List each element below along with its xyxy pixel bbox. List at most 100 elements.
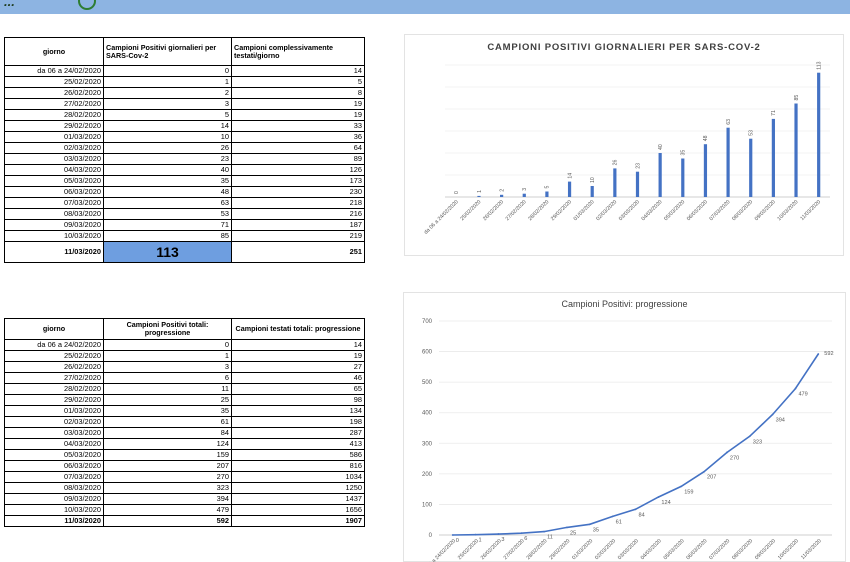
x-tick-label: 10/03/2020 [777, 538, 800, 561]
day-cell: 28/02/2020 [4, 109, 104, 121]
table-row: 09/03/2020 71 187 [4, 219, 365, 231]
table-row: 06/03/2020 207 816 [4, 460, 365, 472]
y-tick-label: 400 [422, 411, 433, 417]
day-cell: 06/03/2020 [4, 460, 104, 472]
positives-cell: 53 [103, 208, 232, 220]
tested-cell: 1656 [231, 504, 365, 516]
positives-cell: 270 [103, 471, 232, 483]
positives-cell: 63 [103, 197, 232, 209]
day-cell: 05/03/2020 [4, 449, 104, 461]
day-cell: 01/03/2020 [4, 131, 104, 143]
data-label: 48 [703, 135, 709, 141]
table-row: 04/03/2020 124 413 [4, 438, 365, 450]
table-row: 10/03/2020 479 1656 [4, 504, 365, 516]
line-chart-plot: 0 100 200 300 400 500 600 700 0da 06 a 24/02/202… [421, 319, 834, 562]
x-tick-label: 29/02/2020 [550, 199, 573, 222]
x-tick-label: 03/03/2020 [617, 538, 640, 561]
y-tick-label: 600 [422, 350, 433, 356]
table-row: da 06 a 24/02/2020 0 14 [4, 65, 365, 77]
positives-cell: 71 [103, 219, 232, 231]
data-label: 85 [794, 95, 800, 101]
positives-cell: 2 [103, 87, 232, 99]
day-cell: 02/03/2020 [4, 142, 104, 154]
tested-cell: 19 [231, 350, 365, 362]
positives-cell: 40 [103, 164, 232, 176]
chart-title: Campioni Positivi: progressione [561, 299, 688, 309]
positives-cell: 5 [103, 109, 232, 121]
data-point [566, 526, 568, 529]
data-point [497, 533, 500, 535]
tested-cell: 134 [231, 405, 365, 417]
day-cell: 10/03/2020 [4, 504, 104, 516]
bar [635, 171, 640, 197]
x-tick-label: 01/03/2020 [571, 538, 594, 561]
column-header-day: giorno [4, 318, 104, 340]
data-label: 323 [753, 439, 762, 445]
table-row: 04/03/2020 40 126 [4, 164, 365, 176]
daily-positives-bar-chart: CAMPIONI POSITIVI GIORNALIERI PER SARS-C… [404, 34, 844, 256]
tested-cell: 33 [231, 120, 365, 132]
table-row: 02/03/2020 26 64 [4, 142, 365, 154]
positives-cell: 25 [103, 394, 232, 406]
table-row: 10/03/2020 85 219 [4, 230, 365, 242]
column-header-total-tested: Campioni testati totali: progressione [231, 318, 365, 340]
tested-cell: 27 [231, 361, 365, 373]
y-tick-label: 0 [429, 533, 433, 539]
positives-cell: 1 [103, 350, 232, 362]
day-cell: 04/03/2020 [4, 164, 104, 176]
x-tick-label: 27/02/2020 [505, 199, 528, 222]
y-tick-label: 500 [422, 380, 433, 386]
day-cell: 11/03/2020 [4, 515, 104, 527]
data-point [474, 533, 477, 536]
day-cell: 04/03/2020 [4, 438, 104, 450]
bar [749, 138, 753, 197]
tested-cell: 14 [231, 339, 365, 351]
day-cell: 26/02/2020 [4, 361, 104, 373]
positives-cell: 48 [103, 186, 232, 198]
tested-cell: 1437 [231, 493, 365, 505]
day-cell: 03/03/2020 [4, 427, 104, 439]
x-tick-label: 25/02/2020 [459, 199, 482, 222]
y-tick-label: 300 [422, 441, 433, 447]
day-cell: 08/03/2020 [4, 208, 104, 220]
data-label: 0 [456, 538, 459, 544]
x-tick-label: 29/02/2020 [548, 538, 571, 561]
day-cell: 29/02/2020 [4, 394, 104, 406]
table-row: 26/02/2020 3 27 [4, 361, 365, 373]
tested-cell: 230 [231, 186, 365, 198]
positives-cell: 35 [103, 405, 232, 417]
data-label: 124 [661, 500, 670, 506]
table-row: 26/02/2020 2 8 [4, 87, 365, 99]
tested-cell: 14 [231, 65, 365, 77]
bar [613, 168, 617, 197]
day-cell: 05/03/2020 [4, 175, 104, 187]
positives-cell: 3 [103, 361, 232, 373]
data-label: 0 [454, 191, 460, 194]
data-label: 35 [593, 527, 599, 533]
tested-cell: 173 [231, 175, 365, 187]
x-tick-label: 26/02/2020 [480, 538, 503, 561]
data-label: 25 [570, 530, 576, 536]
x-tick-label: 08/03/2020 [731, 538, 754, 561]
positives-cell: 84 [103, 427, 232, 439]
data-label: 26 [613, 160, 619, 166]
x-tick-label: da 06 a 24/02/2020 [421, 538, 458, 562]
y-tick-label: 100 [422, 502, 433, 508]
day-cell: 27/02/2020 [4, 372, 104, 384]
data-label: 479 [798, 392, 807, 398]
x-tick-label: 09/03/2020 [754, 538, 777, 561]
table-row: 09/03/2020 394 1437 [4, 493, 365, 505]
positives-cell: 26 [103, 142, 232, 154]
bar [817, 72, 821, 197]
data-label: 35 [681, 150, 687, 156]
data-point [703, 470, 705, 473]
table-row: 02/03/2020 61 198 [4, 416, 365, 428]
tested-cell: 1907 [231, 515, 365, 527]
tested-cell: 816 [231, 460, 365, 472]
x-tick-label: 05/03/2020 [663, 199, 686, 222]
table-row: 25/02/2020 1 5 [4, 76, 365, 88]
positives-cell: 85 [103, 230, 232, 242]
data-point [451, 534, 454, 536]
column-header-daily-positives: Campioni Positivi giornalieri per SARS-C… [103, 37, 232, 66]
daily-positives-table: giorno Campioni Positivi giornalieri per… [4, 37, 365, 263]
